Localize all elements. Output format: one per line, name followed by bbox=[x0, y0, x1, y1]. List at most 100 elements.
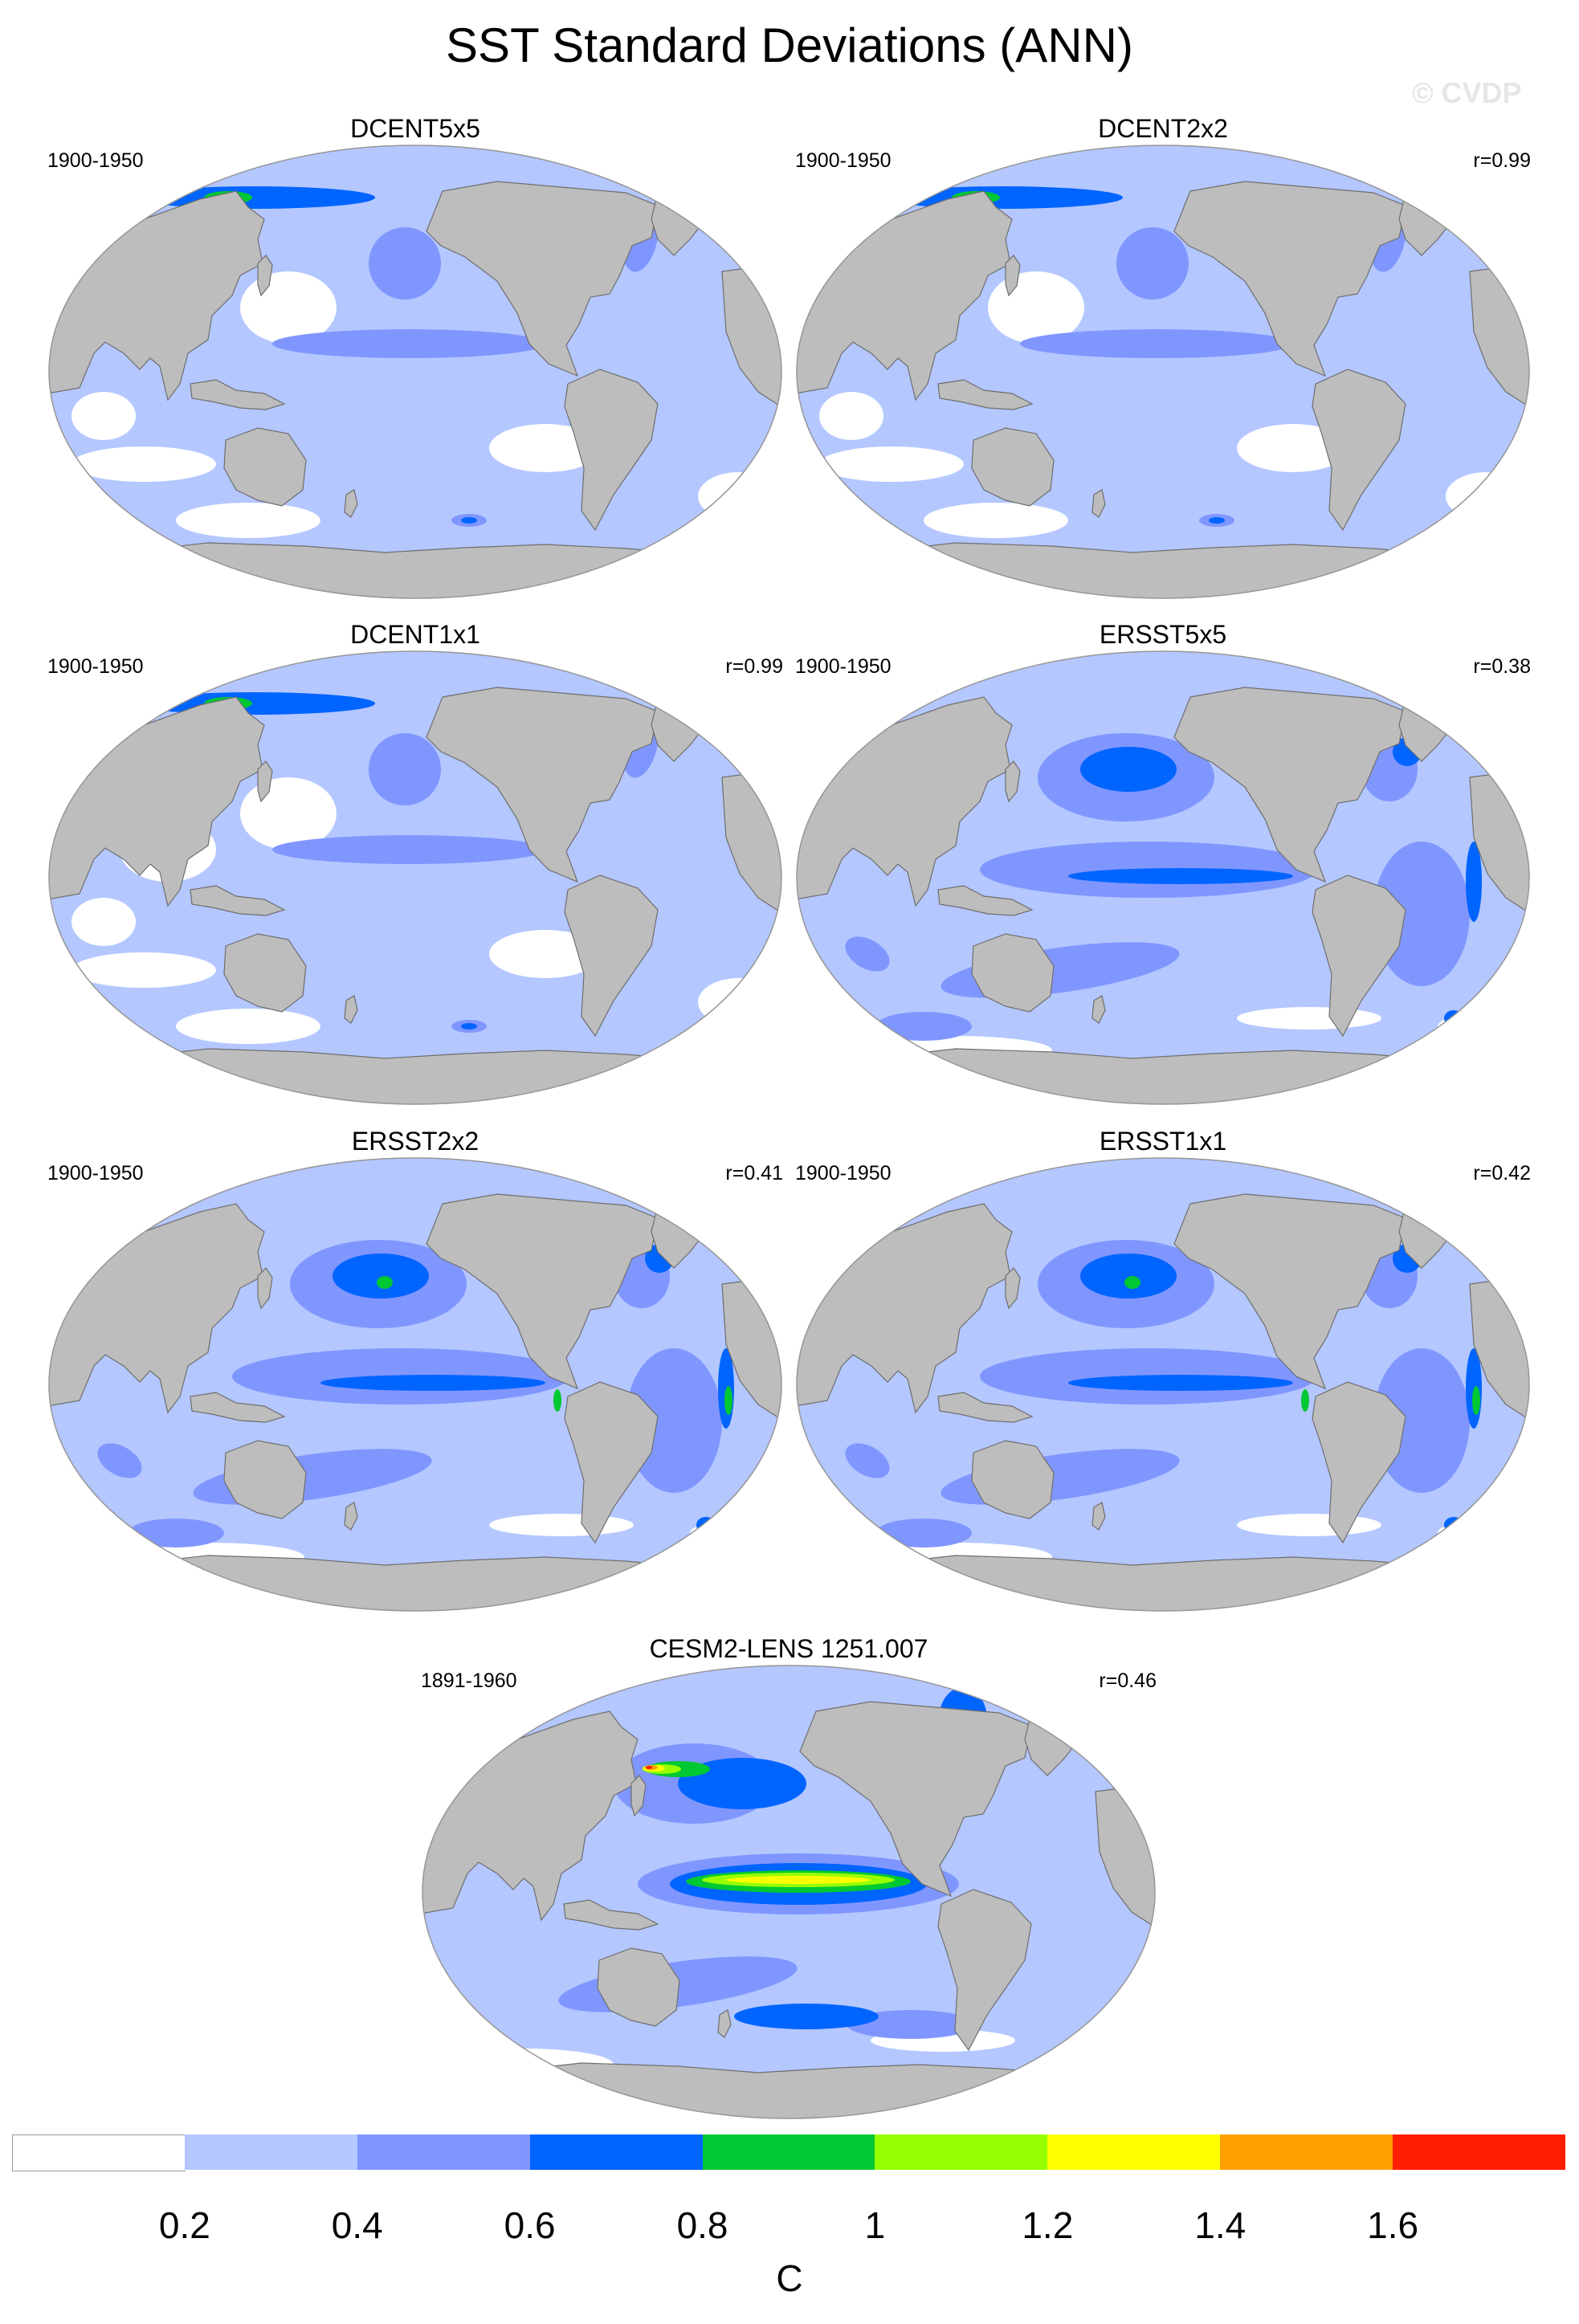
antarctica-land bbox=[508, 2062, 1064, 2118]
map-panel-ersst1x1: ERSST1x1 1900-1950 r=0.42 bbox=[795, 1127, 1531, 1613]
japan-land bbox=[257, 760, 273, 803]
anomaly-band-0.6-0.8 bbox=[696, 1517, 716, 1533]
anomaly-band-0.4-0.6 bbox=[272, 329, 545, 358]
correlation-label: r=0.99 bbox=[725, 655, 783, 678]
north-america-land bbox=[1173, 181, 1406, 377]
missing-data-area bbox=[71, 952, 216, 988]
colorbar-tick-label: 0.6 bbox=[504, 2204, 556, 2246]
colorbar-box bbox=[529, 2134, 704, 2170]
australia-land bbox=[597, 1947, 680, 2027]
anomaly-band-0.8-1 bbox=[1301, 1389, 1309, 1412]
anomaly-band-0.6-0.8 bbox=[1444, 1010, 1463, 1026]
south-america-land bbox=[1312, 1381, 1406, 1544]
anomaly-band-0.6-0.8 bbox=[333, 1254, 429, 1299]
anomaly-band-0.6-0.8 bbox=[1080, 747, 1177, 792]
map-panel-dcent2x2: DCENT2x2 1900-1950 r=0.99 bbox=[795, 114, 1531, 601]
anomaly-band-0.6-0.8 bbox=[1068, 1375, 1293, 1391]
colorbar-box bbox=[875, 2134, 1048, 2170]
panel-title: ERSST2x2 bbox=[351, 1127, 479, 1156]
colorbar-tick-label: 1 bbox=[864, 2204, 886, 2246]
anomaly-band-0.8-1 bbox=[701, 1525, 711, 1533]
missing-data-area bbox=[1237, 1514, 1381, 1536]
japan-land bbox=[630, 1775, 647, 1817]
panel-title: DCENT5x5 bbox=[350, 114, 480, 143]
period-label: 1900-1950 bbox=[795, 149, 892, 172]
new-zealand-land bbox=[1091, 1502, 1106, 1531]
anomaly-band-0.4-0.6 bbox=[1116, 227, 1189, 300]
south-america-land bbox=[564, 1381, 659, 1544]
map-panel-dcent1x1: DCENT1x1 1900-1950 r=0.99 bbox=[47, 620, 783, 1107]
australia-land bbox=[971, 933, 1055, 1013]
japan-land bbox=[1005, 255, 1021, 297]
correlation-label: r=0.42 bbox=[1473, 1162, 1531, 1184]
colorbar-box bbox=[1393, 2134, 1566, 2170]
world-map bbox=[796, 650, 1530, 1105]
anomaly-band-0.8-1 bbox=[724, 1386, 732, 1415]
map-panel-cesm2-lens: CESM2-LENS 1251.007 1891-1960 r=0.46 bbox=[421, 1634, 1157, 2121]
missing-data-area bbox=[71, 446, 216, 482]
maritime-continent-land bbox=[190, 1392, 286, 1423]
map-frame bbox=[48, 650, 782, 1105]
anomaly-band-0.6-0.8 bbox=[1444, 1517, 1463, 1533]
period-label: 1900-1950 bbox=[47, 149, 144, 172]
north-america-land bbox=[1173, 1193, 1406, 1390]
anomaly-band-0.6-0.8 bbox=[882, 186, 1123, 209]
anomaly-band-0.4-0.6 bbox=[1020, 329, 1293, 358]
map-panel-ersst5x5: ERSST5x5 1900-1950 r=0.38 bbox=[795, 620, 1531, 1107]
map-frame bbox=[48, 145, 782, 599]
world-map bbox=[796, 145, 1530, 599]
anomaly-band-0.6-0.8 bbox=[1466, 842, 1482, 922]
maritime-continent-land bbox=[190, 379, 286, 410]
anomaly-band-0.4-0.6 bbox=[845, 936, 890, 972]
anomaly-band-0.4-0.6 bbox=[97, 1443, 142, 1478]
map-frame bbox=[796, 145, 1530, 599]
period-label: 1891-1960 bbox=[421, 1670, 517, 1692]
australia-land bbox=[971, 427, 1055, 507]
anomaly-band-0.4-0.6 bbox=[128, 1519, 224, 1547]
south-america-land bbox=[1312, 369, 1406, 532]
colorbar bbox=[12, 2134, 1566, 2171]
anomaly-band-0.6-0.8 bbox=[461, 517, 477, 524]
period-label: 1900-1950 bbox=[47, 655, 144, 678]
japan-land bbox=[1005, 1267, 1021, 1310]
map-frame bbox=[796, 650, 1530, 1105]
new-zealand-land bbox=[717, 2009, 732, 2038]
south-america-land bbox=[564, 369, 659, 532]
anomaly-band-0.6-0.8 bbox=[678, 1758, 806, 1809]
period-label: 1900-1950 bbox=[795, 1162, 892, 1184]
anomaly-band-0.6-0.8 bbox=[1080, 1254, 1177, 1299]
anomaly-band-above-1.6 bbox=[646, 1766, 652, 1769]
south-america-land bbox=[937, 1889, 1032, 2052]
colorbar-unit-label: C bbox=[776, 2257, 803, 2299]
colorbar-tick-label: 0.4 bbox=[331, 2204, 383, 2246]
missing-data-area bbox=[489, 930, 602, 978]
anomaly-band-0.6-0.8 bbox=[134, 186, 375, 209]
north-america-land bbox=[799, 1701, 1032, 1898]
antarctica-land bbox=[135, 1555, 691, 1611]
anomaly-band-0.6-0.8 bbox=[1068, 868, 1293, 884]
world-map bbox=[48, 145, 782, 599]
maritime-continent-land bbox=[937, 379, 1034, 410]
anomaly-band-0.4-0.6 bbox=[272, 835, 545, 864]
colorbar-box bbox=[702, 2134, 875, 2170]
panel-title: ERSST1x1 bbox=[1099, 1127, 1227, 1156]
anomaly-band-0.4-0.6 bbox=[369, 227, 441, 300]
australia-land bbox=[971, 1440, 1055, 1519]
world-map bbox=[796, 1157, 1530, 1612]
panel-title: DCENT2x2 bbox=[1098, 114, 1228, 143]
world-map bbox=[48, 1157, 782, 1612]
panel-title: ERSST5x5 bbox=[1099, 620, 1227, 649]
watermark: © CVDP bbox=[1412, 76, 1522, 109]
new-zealand-land bbox=[344, 489, 358, 518]
australia-land bbox=[223, 933, 307, 1013]
missing-data-area bbox=[176, 1009, 320, 1044]
map-frame bbox=[422, 1665, 1156, 2119]
map-panel-ersst2x2: ERSST2x2 1900-1950 r=0.41 bbox=[47, 1127, 783, 1613]
anomaly-band-0.8-1 bbox=[1472, 1386, 1480, 1415]
colorbar-box bbox=[184, 2134, 358, 2170]
map-panel-dcent5x5: DCENT5x5 1900-1950 bbox=[47, 114, 783, 601]
missing-data-area bbox=[489, 1514, 634, 1536]
north-america-land bbox=[426, 687, 659, 883]
map-frame bbox=[48, 1157, 782, 1612]
anomaly-band-0.4-0.6 bbox=[369, 733, 441, 805]
